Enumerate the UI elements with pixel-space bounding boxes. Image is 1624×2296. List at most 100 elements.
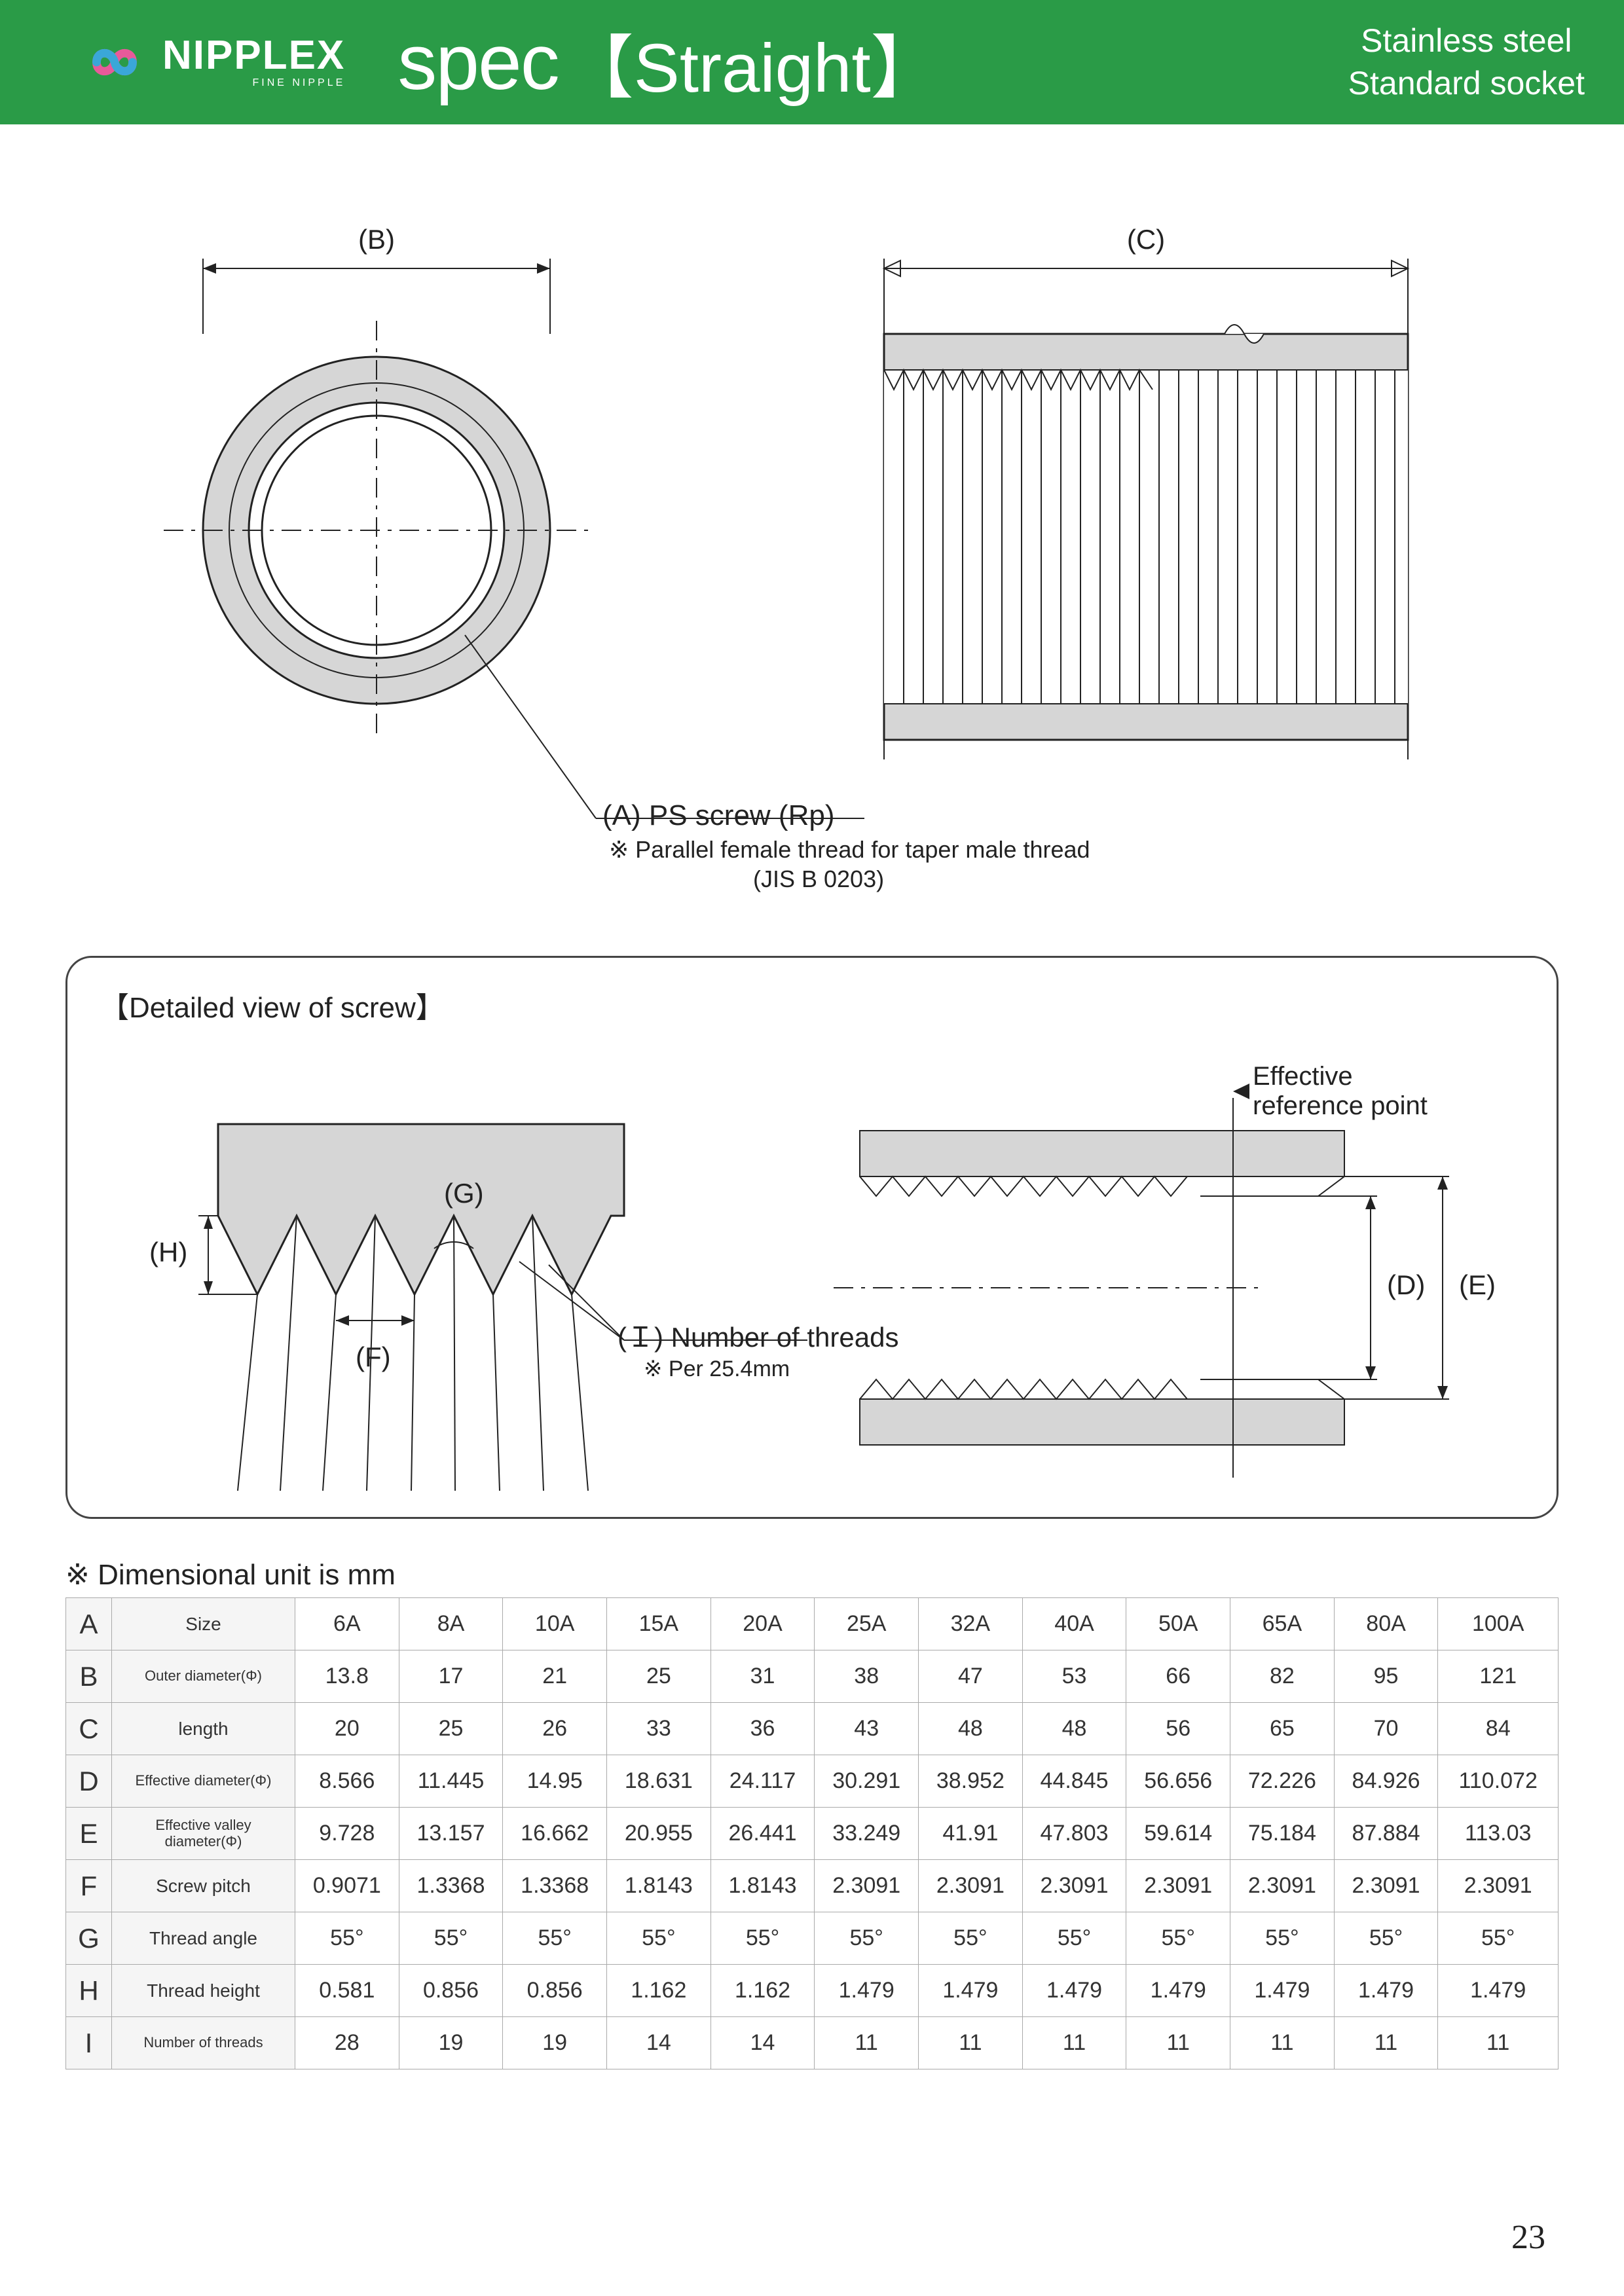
cell: 55° <box>295 1912 399 1965</box>
cell: 75.184 <box>1230 1808 1335 1860</box>
row-label: Effective valley diameter(Φ) <box>112 1808 295 1860</box>
label-i: (Ｉ) Number of threads <box>618 1322 898 1353</box>
cell: 100A <box>1438 1598 1559 1650</box>
label-h: (H) <box>149 1237 187 1267</box>
cell: 2.3091 <box>1438 1860 1559 1912</box>
cell: 16.662 <box>503 1808 607 1860</box>
cell: 1.479 <box>815 1965 919 2017</box>
cell: 11 <box>1438 2017 1559 2069</box>
label-e: (E) <box>1459 1269 1496 1300</box>
cell: 47.803 <box>1022 1808 1126 1860</box>
table-row: ASize6A8A10A15A20A25A32A40A50A65A80A100A <box>66 1598 1559 1650</box>
cell: 38.952 <box>919 1755 1023 1808</box>
cell: 8.566 <box>295 1755 399 1808</box>
cell: 2.3091 <box>1230 1860 1335 1912</box>
cell: 14.95 <box>503 1755 607 1808</box>
cell: 43 <box>815 1703 919 1755</box>
cell: 20A <box>710 1598 815 1650</box>
brand-tagline: FINE NIPPLE <box>162 77 345 89</box>
cell: 72.226 <box>1230 1755 1335 1808</box>
brand-logo: NIPPLEX FINE NIPPLE <box>79 35 345 89</box>
cell: 1.479 <box>1438 1965 1559 2017</box>
cell: 26.441 <box>710 1808 815 1860</box>
cell: 110.072 <box>1438 1755 1559 1808</box>
detail-view-box: 【Detailed view of screw】 (H) <box>65 956 1559 1519</box>
cell: 2.3091 <box>919 1860 1023 1912</box>
cell: 11 <box>1126 2017 1230 2069</box>
cell: 14 <box>607 2017 711 2069</box>
cell: 18.631 <box>607 1755 711 1808</box>
row-label: Screw pitch <box>112 1860 295 1912</box>
row-label: length <box>112 1703 295 1755</box>
row-letter: F <box>66 1860 112 1912</box>
row-label: Effective diameter(Φ) <box>112 1755 295 1808</box>
cell: 1.479 <box>1126 1965 1230 2017</box>
row-letter: A <box>66 1598 112 1650</box>
cell: 32A <box>919 1598 1023 1650</box>
cell: 33 <box>607 1703 711 1755</box>
ref-point-2: reference point <box>1253 1091 1428 1120</box>
row-letter: B <box>66 1650 112 1703</box>
cell: 1.162 <box>710 1965 815 2017</box>
row-label: Outer diameter(Φ) <box>112 1650 295 1703</box>
row-letter: I <box>66 2017 112 2069</box>
cell: 11 <box>815 2017 919 2069</box>
cell: 55° <box>710 1912 815 1965</box>
note-line1: ※ Parallel female thread for taper male … <box>609 836 1090 863</box>
label-c: (C) <box>1127 224 1165 255</box>
cell: 30.291 <box>815 1755 919 1808</box>
page-header: NIPPLEX FINE NIPPLE spec 【Straight】 Stai… <box>0 0 1624 124</box>
cell: 55° <box>1022 1912 1126 1965</box>
table-row: GThread angle55°55°55°55°55°55°55°55°55°… <box>66 1912 1559 1965</box>
cell: 48 <box>919 1703 1023 1755</box>
label-b: (B) <box>358 224 395 255</box>
cell: 41.91 <box>919 1808 1023 1860</box>
cell: 8A <box>399 1598 503 1650</box>
cell: 70 <box>1334 1703 1438 1755</box>
row-label: Thread angle <box>112 1912 295 1965</box>
cell: 11 <box>1022 2017 1126 2069</box>
cell: 9.728 <box>295 1808 399 1860</box>
cell: 11 <box>919 2017 1023 2069</box>
cell: 55° <box>1230 1912 1335 1965</box>
cell: 55° <box>919 1912 1023 1965</box>
row-label: Number of threads <box>112 2017 295 2069</box>
cell: 13.157 <box>399 1808 503 1860</box>
cell: 25 <box>399 1703 503 1755</box>
cell: 21 <box>503 1650 607 1703</box>
product-line: Standard socket <box>1348 62 1585 105</box>
ref-point-1: Effective <box>1253 1062 1353 1091</box>
row-letter: D <box>66 1755 112 1808</box>
top-diagram-area: (B) (A) PS screw (Rp) ※ Parallel female … <box>65 196 1559 917</box>
front-side-diagram: (B) (A) PS screw (Rp) ※ Parallel female … <box>65 196 1559 917</box>
cell: 55° <box>815 1912 919 1965</box>
cell: 36 <box>710 1703 815 1755</box>
cell: 6A <box>295 1598 399 1650</box>
cell: 2.3091 <box>1334 1860 1438 1912</box>
row-letter: G <box>66 1912 112 1965</box>
infinity-icon <box>79 39 151 85</box>
cell: 47 <box>919 1650 1023 1703</box>
cell: 11 <box>1230 2017 1335 2069</box>
cell: 2.3091 <box>815 1860 919 1912</box>
cell: 55° <box>1334 1912 1438 1965</box>
label-g: (G) <box>444 1178 484 1209</box>
cell: 19 <box>503 2017 607 2069</box>
cell: 25A <box>815 1598 919 1650</box>
table-row: FScrew pitch0.90711.33681.33681.81431.81… <box>66 1860 1559 1912</box>
cell: 65A <box>1230 1598 1335 1650</box>
cell: 65 <box>1230 1703 1335 1755</box>
note-i: ※ Per 25.4mm <box>644 1357 790 1381</box>
cell: 1.8143 <box>710 1860 815 1912</box>
cell: 56 <box>1126 1703 1230 1755</box>
detail-title: 【Detailed view of screw】 <box>100 984 1524 1026</box>
cell: 11.445 <box>399 1755 503 1808</box>
cell: 38 <box>815 1650 919 1703</box>
cell: 55° <box>607 1912 711 1965</box>
cell: 48 <box>1022 1703 1126 1755</box>
note-line2: (JIS B 0203) <box>753 866 884 892</box>
cell: 24.117 <box>710 1755 815 1808</box>
cell: 1.162 <box>607 1965 711 2017</box>
cell: 1.479 <box>919 1965 1023 2017</box>
cell: 20.955 <box>607 1808 711 1860</box>
